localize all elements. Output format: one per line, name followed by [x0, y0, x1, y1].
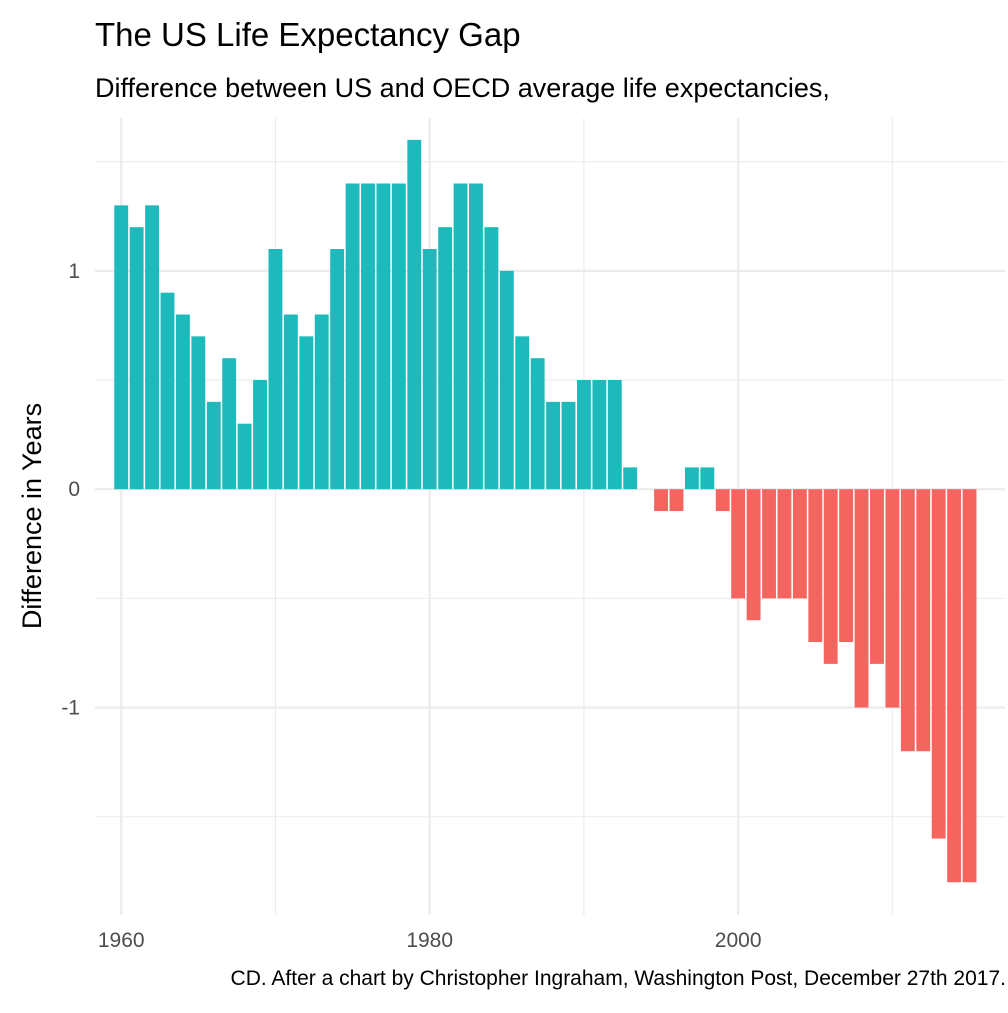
bar-1960: [114, 205, 129, 490]
bar-2004: [792, 489, 807, 599]
bar-1997: [684, 467, 699, 490]
y-tick-label: 0: [68, 478, 80, 501]
bar-1983: [469, 183, 483, 490]
bar-1962: [145, 205, 160, 490]
bar-2007: [839, 489, 854, 643]
bar-1989: [561, 401, 576, 490]
bar-1980: [422, 249, 437, 490]
bar-2011: [900, 489, 915, 752]
bar-1961: [129, 227, 144, 490]
bar-1974: [330, 249, 345, 490]
x-tick-label: 1960: [98, 929, 145, 952]
bar-2008: [854, 489, 869, 708]
bar-2006: [823, 489, 838, 664]
bar-1968: [237, 423, 252, 490]
bar-1970: [268, 249, 283, 490]
bar-1999: [715, 489, 730, 512]
bar-2010: [885, 489, 900, 708]
x-tick-label: 2000: [715, 929, 762, 952]
bar-2014: [947, 489, 962, 883]
bar-2012: [916, 489, 931, 752]
x-tick-label: 1980: [406, 929, 453, 952]
bar-1988: [546, 401, 561, 490]
bar-1991: [592, 380, 607, 490]
bar-1985: [499, 270, 514, 490]
bar-1996: [669, 489, 684, 512]
chart-caption: CD. After a chart by Christopher Ingraha…: [231, 967, 1006, 990]
bar-1990: [576, 380, 591, 490]
bar-1976: [361, 183, 375, 490]
chart-subtitle: Difference between US and OECD average l…: [95, 73, 830, 103]
bar-1987: [530, 358, 545, 490]
bar-2005: [808, 489, 823, 643]
bar-1986: [515, 336, 530, 490]
bar-1973: [314, 314, 329, 490]
chart-title: The US Life Expectancy Gap: [95, 16, 521, 53]
bar-1982: [453, 183, 468, 490]
bar-1993: [623, 467, 638, 490]
bar-1965: [191, 336, 206, 490]
bar-1964: [175, 314, 190, 490]
bar-1963: [160, 292, 175, 490]
bar-1979: [407, 139, 422, 490]
bar-2003: [777, 489, 792, 599]
y-axis-label: Difference in Years: [17, 403, 47, 629]
bar-1966: [206, 401, 221, 490]
bar-1967: [222, 358, 237, 490]
bar-2002: [762, 489, 776, 599]
bar-1992: [607, 380, 622, 490]
tick-labels: -1 0 1 1960 1980 2000: [61, 260, 761, 952]
bar-1998: [700, 467, 715, 490]
bar-1969: [253, 380, 267, 490]
bar-2001: [746, 489, 761, 621]
bar-1981: [438, 227, 453, 490]
y-tick-label: -1: [61, 697, 80, 720]
bar-2015: [962, 489, 977, 883]
bar-1971: [283, 314, 298, 490]
bars: [114, 139, 977, 883]
bar-2013: [931, 489, 946, 839]
bar-2000: [731, 489, 746, 599]
bar-2009: [870, 489, 884, 664]
bar-1984: [484, 227, 499, 490]
bar-1995: [654, 489, 668, 512]
bar-1975: [345, 183, 360, 490]
bar-1978: [391, 183, 406, 490]
bar-1977: [376, 183, 391, 490]
y-tick-label: 1: [68, 260, 80, 283]
bar-1972: [299, 336, 314, 490]
